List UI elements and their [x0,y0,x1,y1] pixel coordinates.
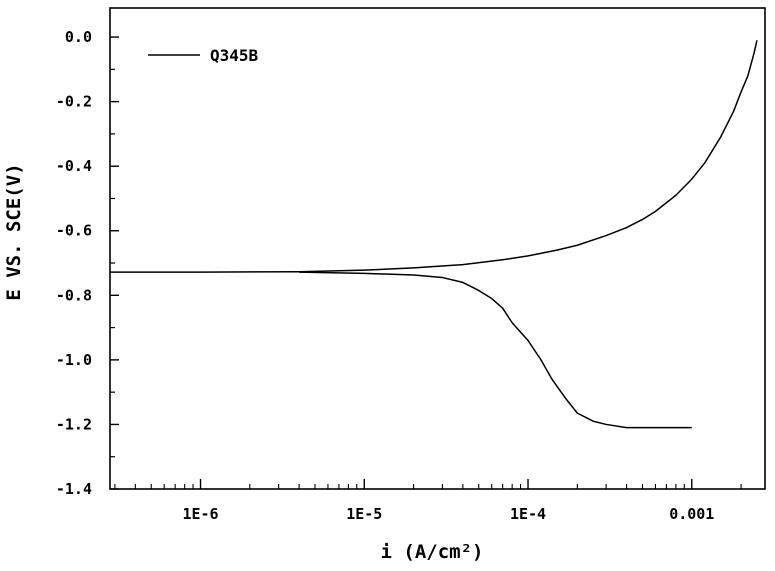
y-tick-label: -0.8 [56,286,92,304]
y-tick-label: -0.6 [56,222,92,240]
y-tick-label: -0.4 [56,157,92,175]
x-tick-label: 0.001 [669,505,714,523]
y-tick-label: -1.4 [56,480,92,498]
y-axis-label: E VS. SCE(V) [3,163,25,300]
series-line-cathodic [299,271,692,429]
x-tick-label: 1E-6 [182,505,218,523]
x-tick-label: 1E-4 [510,505,546,523]
series-line-anodic [110,40,758,273]
x-tick-label: 1E-5 [346,505,382,523]
x-axis-label: i (A/cm²) [381,541,484,563]
y-tick-label: -1.2 [56,415,92,433]
y-tick-label: -0.2 [56,93,92,111]
y-tick-label: -1.0 [56,351,92,369]
legend-label: Q345B [210,46,259,65]
y-tick-label: 0.0 [65,28,92,46]
plot-frame [109,7,766,490]
